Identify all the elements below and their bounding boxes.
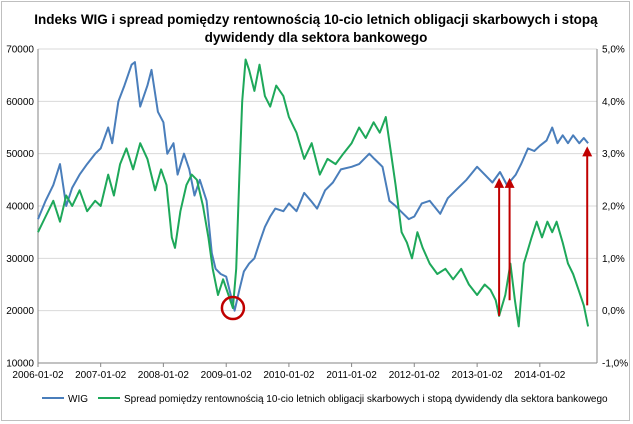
y-left-tick-label: 40000 (6, 202, 34, 213)
chart-title-line1: Indeks WIG i spread pomiędzy rentowności… (34, 12, 598, 27)
y-right-tick-label: 3,0% (602, 149, 625, 160)
legend-label-wig: WIG (68, 394, 88, 405)
y-left-tick-label: 70000 (6, 45, 34, 56)
y-left-tick-label: 50000 (6, 149, 34, 160)
annotation-arrowhead (494, 177, 505, 188)
y-left-tick-label: 10000 (6, 359, 34, 370)
y-left-tick-label: 30000 (6, 254, 34, 265)
y-right-tick-label: 4,0% (602, 97, 625, 108)
annotation-circle (220, 295, 246, 321)
x-tick-label: 2010-01-02 (263, 370, 315, 381)
x-tick-label: 2006-01-02 (12, 370, 64, 381)
annotation-arrowhead (582, 146, 593, 157)
series-line-wig (37, 61, 589, 312)
y-right-tick-label: 0,0% (602, 306, 625, 317)
x-tick-label: 2011-01-02 (326, 370, 377, 381)
y-right-tick-label: 2,0% (602, 202, 625, 213)
x-tick-label: 2014-01-02 (514, 370, 566, 381)
y-right-tick-label: 1,0% (602, 254, 625, 265)
x-tick-label: 2013-01-02 (452, 370, 504, 381)
legend-label-spread: Spread pomiędzy rentownością 10-cio letn… (124, 394, 608, 405)
y-left-tick-label: 20000 (6, 306, 34, 317)
x-tick-label: 2008-01-02 (138, 370, 190, 381)
annotation-arrowhead (504, 177, 515, 188)
x-tick-label: 2012-01-02 (389, 370, 441, 381)
x-tick-label: 2009-01-02 (201, 370, 253, 381)
series-line-spread (37, 58, 590, 328)
y-left-tick-label: 60000 (6, 97, 34, 108)
y-right-tick-label: -1,0% (602, 359, 628, 370)
chart-title-line2: dywidendy dla sektora bankowego (205, 30, 428, 45)
x-tick-label: 2007-01-02 (75, 370, 127, 381)
y-right-tick-label: 5,0% (602, 45, 625, 56)
